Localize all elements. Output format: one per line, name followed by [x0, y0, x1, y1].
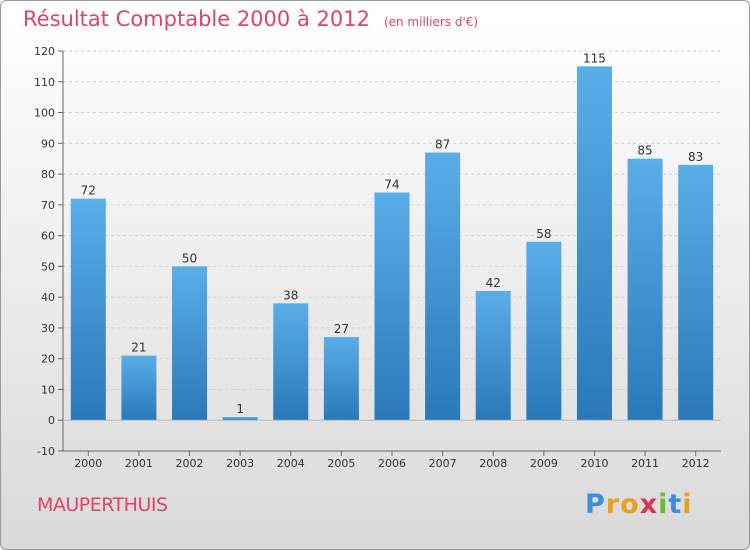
y-tick-label: 10	[41, 383, 55, 396]
proxiti-logo[interactable]: Proxiti	[585, 489, 693, 520]
bar	[273, 303, 309, 421]
chart-unit-label: (en milliers d'€)	[383, 15, 479, 29]
chart-title: Résultat Comptable 2000 à 2012 (en millie…	[23, 7, 478, 31]
bar	[222, 417, 258, 421]
logo-letter: t	[668, 489, 683, 520]
data-label: 1	[236, 402, 244, 416]
y-tick-label: 80	[41, 168, 55, 181]
data-label: 50	[182, 251, 197, 265]
logo-letter: i	[682, 489, 693, 520]
x-tick-label: 2009	[530, 457, 558, 470]
x-tick-label: 2003	[226, 457, 254, 470]
x-tick-label: 2007	[429, 457, 457, 470]
bar	[425, 152, 461, 421]
data-label: 115	[583, 51, 606, 65]
data-label: 83	[688, 150, 703, 164]
chart-title-text: Résultat Comptable 2000 à 2012	[23, 7, 370, 31]
place-name: MAUPERTHUIS	[37, 494, 168, 516]
x-tick-label: 2002	[176, 457, 204, 470]
logo-letter: i	[658, 489, 669, 520]
bar	[475, 291, 511, 421]
data-label: 58	[536, 227, 551, 241]
data-label: 38	[283, 288, 298, 302]
y-tick-label: 60	[41, 230, 55, 243]
logo-letter: x	[639, 489, 659, 520]
y-tick-label: 110	[34, 76, 55, 89]
x-tick-label: 2010	[580, 457, 608, 470]
logo-letter: o	[620, 489, 640, 520]
data-label: 72	[81, 184, 96, 198]
y-tick-label: 90	[41, 137, 55, 150]
y-tick-label: 50	[41, 260, 55, 273]
x-axis: 2000 2001 2002 2003 2004 2005 2006 2007 2008 2009…	[63, 419, 721, 470]
logo-letter: r	[605, 489, 621, 520]
x-tick-label: 2001	[125, 457, 153, 470]
y-axis: -10 0 10 20 30 40 50 60 70 80 90 100 110 120	[34, 45, 64, 458]
x-tick-label: 2011	[631, 457, 659, 470]
y-tick-label: 70	[41, 199, 55, 212]
y-tick-label: 30	[41, 322, 55, 335]
y-tick-label: 20	[41, 353, 55, 366]
bar	[576, 66, 612, 421]
y-tick-label: 120	[34, 45, 55, 58]
bar	[172, 266, 208, 421]
y-tick-label: 100	[34, 107, 55, 120]
bar	[323, 337, 359, 421]
y-tick-label: 0	[48, 414, 55, 427]
y-tick-label: 40	[41, 291, 55, 304]
x-tick-label: 2008	[479, 457, 507, 470]
x-tick-label: 2006	[378, 457, 406, 470]
x-tick-label: 2005	[327, 457, 355, 470]
data-label: 21	[131, 341, 146, 355]
data-label: 74	[384, 178, 399, 192]
x-tick-label: 2000	[74, 457, 102, 470]
data-label: 85	[637, 144, 652, 158]
bar	[526, 241, 562, 421]
bar	[70, 198, 106, 421]
y-tick-label: -10	[37, 445, 55, 458]
bars: 72 21 50 1 38 27 74 87 42 58 115 85 83	[70, 51, 714, 421]
bar	[678, 164, 714, 421]
data-label: 42	[486, 276, 501, 290]
x-tick-label: 2004	[277, 457, 305, 470]
bar	[627, 158, 663, 421]
bar	[374, 192, 410, 421]
data-label: 27	[334, 322, 349, 336]
data-label: 87	[435, 138, 450, 152]
logo-letter: P	[585, 489, 606, 520]
x-tick-label: 2012	[682, 457, 710, 470]
bar	[121, 355, 157, 421]
